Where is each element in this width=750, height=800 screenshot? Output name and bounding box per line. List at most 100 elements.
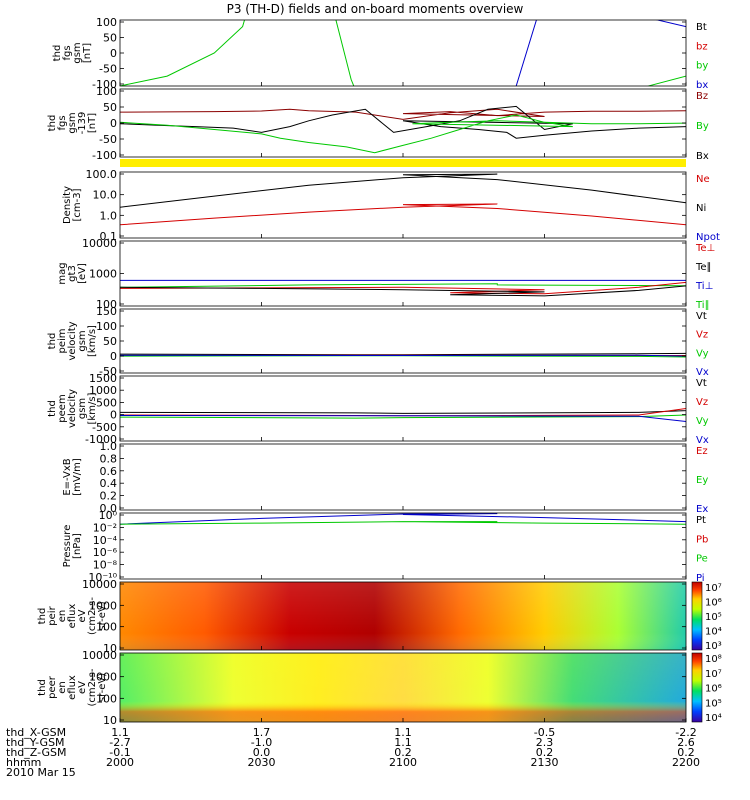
series-Pi [120, 513, 686, 527]
legend-item: Vx [696, 367, 709, 378]
series-group [120, 338, 686, 358]
ytick-label: 500 [96, 396, 117, 409]
colorbar-ion_spec [691, 581, 703, 651]
series-group [120, 172, 686, 232]
ylabel-line: gsm [77, 330, 88, 351]
ylabel-line: [nT] [82, 43, 93, 63]
xaxis-value: 1.1 [111, 726, 129, 739]
panel-efield: 1.00.80.60.40.20.0 E=-VxB[mV/m] Ez Ey Ex [62, 440, 708, 515]
ytick-label: 0 [110, 409, 117, 422]
legend-item: Pt [696, 515, 706, 526]
ylabel-line: [km/s] [87, 392, 98, 424]
colorbar-ele_spec [691, 652, 703, 723]
legend-item: Vz [696, 330, 708, 341]
ylabel-line: (cm2-s- [87, 597, 98, 635]
ytick-label: 0.8 [100, 452, 118, 465]
ytick-label: 0 [110, 117, 117, 130]
xaxis-row-label: thd_Y-GSM [6, 736, 65, 749]
ylabel-efield: E=-VxB[mV/m] [62, 458, 83, 496]
xaxis-row-label: 2010 Mar 15 [6, 766, 76, 779]
series-group [120, 20, 686, 86]
ytick-label: 10.0 [93, 189, 118, 202]
xaxis-value: 2100 [389, 756, 417, 769]
ylabel-line: mag [57, 262, 68, 284]
ylabel-ele_spec: thdpeerenefluxeV(cm2-s-sr-eV) [37, 668, 108, 706]
legend-item: Vz [696, 397, 708, 408]
ytick-label: 100 [96, 621, 117, 634]
ylabel-line: thd [37, 608, 48, 625]
ytick-label: 100.0 [86, 168, 118, 181]
ylabel-line: gsm [67, 112, 78, 133]
ylabel-line: Pressure [62, 525, 73, 568]
ytick-label: 10 [103, 714, 117, 727]
series-by [335, 20, 355, 86]
ytick-label: 10000 [82, 237, 117, 250]
xaxis-value: -2.2 [675, 726, 696, 739]
xaxis-value: -0.5 [534, 726, 555, 739]
ytick-label: 10⁻⁴ [93, 534, 118, 547]
panel-ele_spec: 10⁸ 10⁷ 10⁶ 10⁵ 10⁴ 10000 1000 100 10 thdpeerenef… [37, 649, 722, 727]
legend-item: Te∥ [695, 262, 712, 273]
ylabel-line: sr-eV) [97, 601, 108, 630]
series-Ne [120, 172, 686, 226]
ylabel-line: thd [47, 400, 58, 417]
xaxis-value: 1.7 [253, 726, 271, 739]
legend-item: Vy [696, 416, 709, 427]
ylabel-line: Density [62, 186, 73, 224]
xaxis-row-label: hhmm [6, 756, 41, 769]
ytick-label: 10000 [82, 578, 117, 591]
series-group [120, 262, 686, 297]
legend-item: Pe [696, 554, 708, 565]
legend-item: Ti⊥ [695, 281, 713, 292]
colorbar-tick: 10⁶ [705, 684, 722, 695]
legend-item: Ey [696, 475, 708, 486]
panel-vi: 150100500-50thdpeimvelocitygsm[km/s]VtVz… [47, 305, 709, 378]
xaxis-value: 2000 [106, 756, 134, 769]
legend-item: Vt [696, 311, 707, 322]
ytick-label: 50 [103, 32, 117, 45]
colorbar-tick: 10⁷ [705, 669, 722, 680]
ylabel-line: peer [47, 675, 58, 699]
series-By [120, 114, 686, 154]
ylabel-line: velocity [67, 389, 78, 428]
ytick-label: -50 [99, 133, 117, 146]
colorbar-tick: 10⁷ [705, 583, 722, 594]
ytick-label: -50 [99, 63, 117, 76]
series-Pe [120, 521, 686, 525]
ylabel-fgs: thdfgsgsm[nT] [52, 42, 93, 63]
panel-density: 100.0 10.0 1.0 0.1 Density[cm-3] Ne Ni Npot [62, 168, 720, 243]
xaxis-value: -1.0 [251, 736, 272, 749]
ylabel-line: fgs [62, 45, 73, 60]
legend-item: Pb [696, 534, 708, 545]
ylabel-line: peir [47, 605, 58, 625]
ylabel-ion_spec: thdpeirenefluxeV(cm2-s-sr-eV) [37, 597, 108, 635]
ytick-label: 10⁰ [99, 509, 118, 522]
legend-item: Ex [696, 504, 708, 515]
ylabel-line: peem [57, 394, 68, 422]
legend-item: Bz [696, 91, 708, 102]
panel-ion_spec: 10⁷ 10⁶ 10⁵ 10⁴ 10³ 10000 1000 100 10 thdpeirenef… [37, 578, 722, 655]
xaxis-row-label: thd_X-GSM [6, 726, 66, 739]
ylabel-ve: thdpeemvelocitygsm[km/s] [47, 389, 98, 428]
ylabel-line: fgs [57, 115, 68, 130]
panel-temp: 10000 1000 100 maggt3[eV] Te⊥ Te∥ Ti⊥ Ti∥ [57, 237, 715, 311]
spectrogram-shading-ele_spec [120, 653, 686, 722]
series-by [120, 20, 246, 86]
ytick-label: -100 [92, 78, 117, 91]
xaxis-value: 0.2 [677, 746, 695, 759]
ylabel-line: en [57, 681, 68, 694]
ytick-label: 0 [110, 47, 117, 60]
ylabel-line: [eV] [77, 263, 88, 284]
xaxis-value: -2.7 [109, 736, 130, 749]
series-group [120, 105, 686, 154]
legend-item: Vt [696, 378, 707, 389]
colorbar-tick: 10³ [705, 641, 722, 652]
ytick-label: 0 [110, 350, 117, 363]
spectrogram-shading-ion_spec [120, 582, 686, 650]
ytick-label: 10000 [82, 649, 117, 662]
legend-item: Ni [696, 203, 706, 214]
ylabel-fgh: thdfgsgsm-139[nT] [47, 112, 98, 135]
ylabel-line: -139 [77, 112, 88, 135]
ytick-label: 10⁻² [93, 521, 117, 534]
